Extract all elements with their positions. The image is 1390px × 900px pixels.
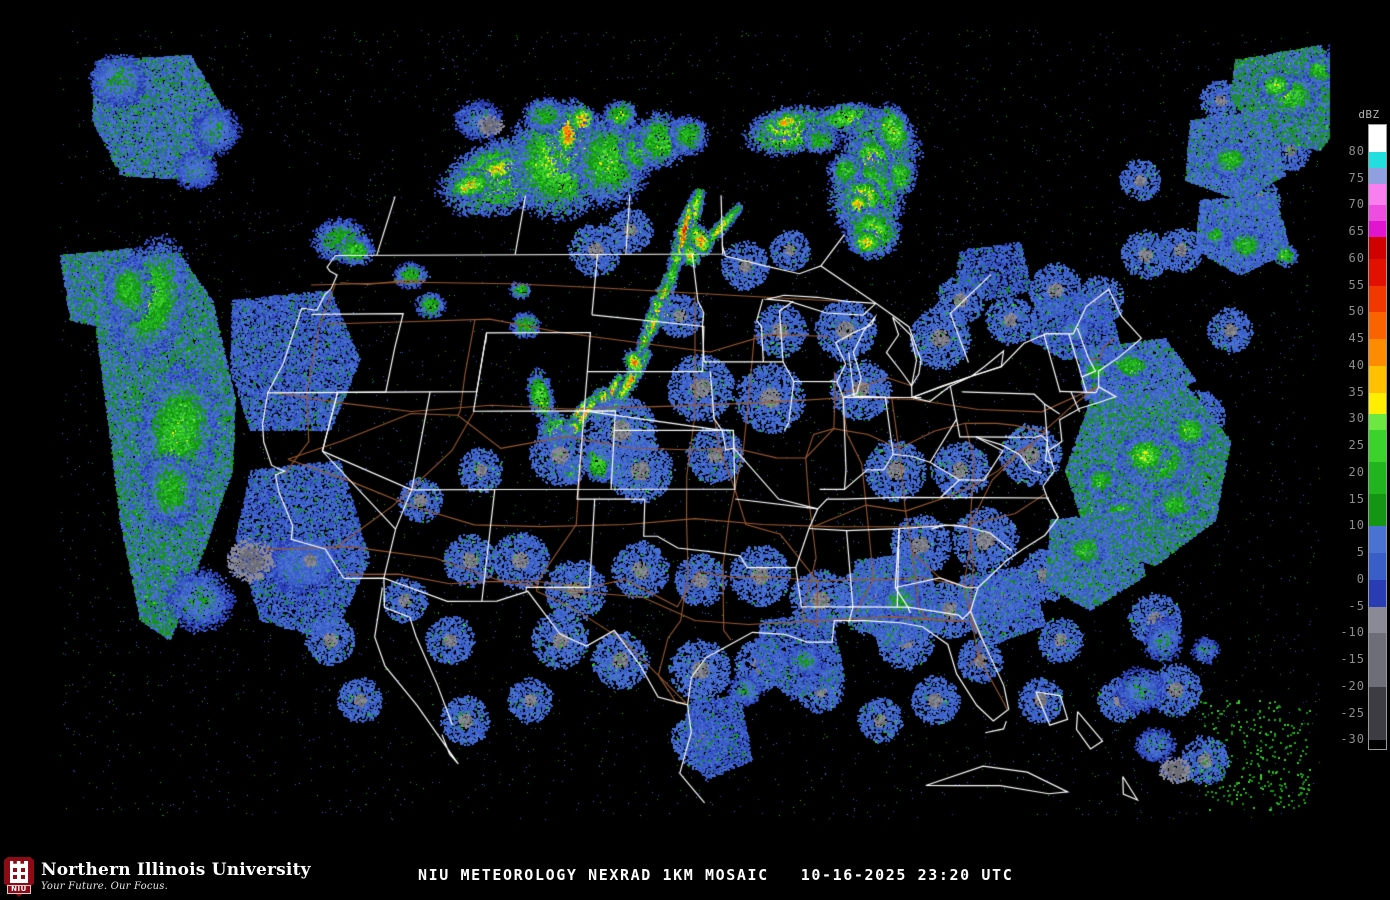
university-name: Northern Illinois University (41, 860, 311, 880)
shield-label: NIU (11, 885, 27, 893)
legend-band (1369, 258, 1386, 286)
legend-band (1369, 686, 1386, 741)
legend-tick: 70 (1348, 197, 1365, 212)
legend-title: dBZ (1358, 108, 1380, 121)
legend-tick: -30 (1340, 732, 1365, 747)
legend-tick: 20 (1348, 464, 1365, 479)
legend-band (1369, 125, 1386, 152)
legend-band (1369, 285, 1386, 313)
legend-band (1369, 151, 1386, 168)
legend-band (1369, 633, 1386, 687)
legend-band (1369, 237, 1386, 259)
legend-tick: 40 (1348, 357, 1365, 372)
legend-tick: 5 (1356, 545, 1365, 560)
legend-band (1369, 413, 1386, 430)
legend-tick: 60 (1348, 250, 1365, 265)
legend-tick: 35 (1348, 384, 1365, 399)
legend-tick: 65 (1348, 224, 1365, 238)
legend-tick: 55 (1348, 277, 1365, 292)
legend-band (1369, 526, 1386, 554)
legend-tick: 45 (1348, 331, 1365, 346)
legend-tick: -5 (1348, 598, 1365, 613)
legend-tick: 0 (1356, 571, 1365, 586)
legend-tick: 50 (1348, 304, 1365, 319)
legend-band (1369, 462, 1386, 495)
legend-band (1369, 339, 1386, 366)
legend-tick: 75 (1348, 170, 1365, 185)
legend-tick: 15 (1348, 491, 1365, 506)
legend-band (1369, 429, 1386, 463)
university-tagline: Your Future. Our Focus. (41, 881, 169, 892)
dbz-color-legend (1368, 124, 1387, 750)
legend-band (1369, 579, 1386, 607)
legend-band (1369, 167, 1386, 184)
legend-band (1369, 221, 1386, 238)
legend-tick: -10 (1340, 625, 1365, 640)
legend-band (1369, 205, 1386, 222)
legend-band (1369, 392, 1386, 414)
legend-tick: -15 (1340, 652, 1365, 667)
legend-tick: -25 (1340, 705, 1365, 720)
legend-tick: 80 (1348, 143, 1365, 158)
legend-band (1369, 365, 1386, 393)
legend-band (1369, 553, 1386, 580)
niu-logo: NIU Northern Illinois University Your Fu… (4, 856, 311, 898)
legend-band (1369, 312, 1386, 339)
legend-tick: -20 (1340, 678, 1365, 693)
legend-band (1369, 183, 1386, 206)
legend-tick: 10 (1348, 518, 1365, 533)
product-caption: NIU METEOROLOGY NEXRAD 1KM MOSAIC 10-16-… (418, 866, 1014, 884)
niu-shield-icon: NIU (4, 857, 34, 897)
legend-band (1369, 606, 1386, 634)
legend-band (1369, 494, 1386, 527)
legend-tick: 25 (1348, 438, 1365, 453)
legend-tick: 30 (1348, 411, 1365, 426)
